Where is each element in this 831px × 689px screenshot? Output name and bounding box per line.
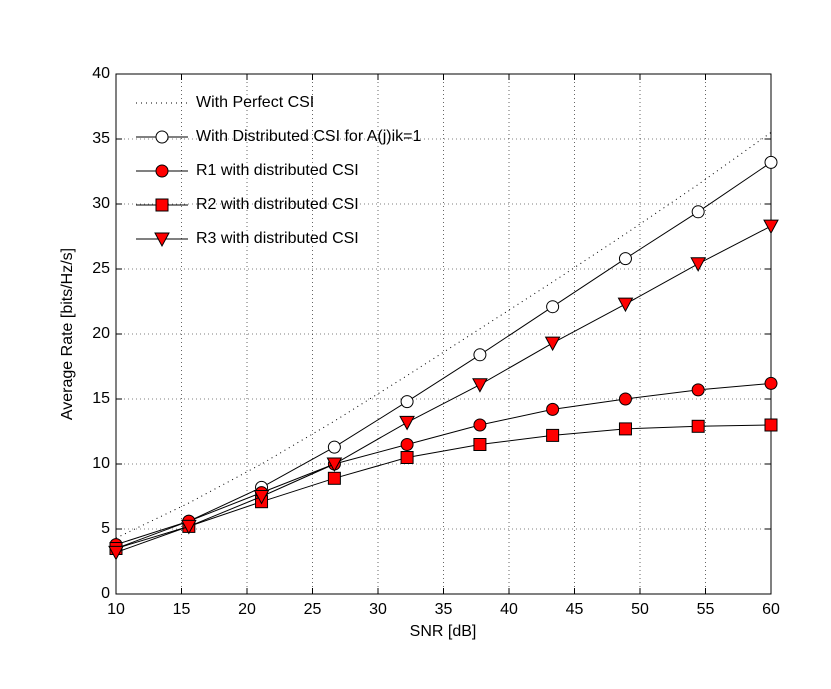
x-axis-label: SNR [dB] — [410, 623, 477, 640]
y-axis-label: Average Rate [bits/Hz/s] — [59, 248, 76, 420]
y-tick-label: 15 — [92, 390, 110, 407]
y-tick-label: 40 — [92, 65, 110, 82]
legend-label: R3 with distributed CSI — [196, 230, 359, 247]
marker — [764, 155, 778, 169]
marker — [473, 418, 487, 432]
x-tick-label: 60 — [762, 601, 780, 618]
x-tick-label: 20 — [238, 601, 256, 618]
marker — [691, 419, 705, 433]
legend-marker — [154, 232, 170, 248]
x-tick-label: 50 — [631, 601, 649, 618]
legend-marker — [155, 130, 169, 144]
marker — [546, 402, 560, 416]
series-line — [115, 424, 772, 549]
legend-marker — [155, 198, 169, 212]
legend-label: With Distributed CSI for A(j)ik=1 — [196, 128, 422, 145]
x-tick-label: 15 — [173, 601, 191, 618]
series-line — [115, 382, 772, 546]
series-line — [115, 225, 772, 553]
x-tick-label: 30 — [369, 601, 387, 618]
marker — [180, 519, 197, 535]
x-tick-label: 35 — [435, 601, 453, 618]
marker — [473, 438, 487, 451]
marker — [544, 336, 561, 352]
marker — [764, 376, 778, 390]
marker — [253, 490, 270, 505]
marker — [400, 395, 414, 409]
marker — [618, 252, 632, 266]
marker — [400, 438, 414, 451]
marker — [400, 451, 414, 464]
x-tick-label: 25 — [304, 601, 322, 618]
legend-label: R1 with distributed CSI — [196, 162, 359, 179]
x-tick-label: 55 — [697, 601, 715, 618]
legend-label: With Perfect CSI — [196, 94, 314, 111]
marker — [326, 457, 343, 473]
marker — [618, 392, 632, 406]
legend-marker — [155, 164, 169, 178]
marker — [617, 297, 634, 313]
marker — [473, 348, 487, 362]
marker — [399, 415, 415, 431]
x-tick-label: 40 — [500, 601, 518, 618]
marker — [763, 219, 779, 235]
y-tick-label: 30 — [92, 195, 110, 212]
y-tick-label: 35 — [92, 130, 110, 147]
plot-frame — [115, 73, 772, 595]
marker — [546, 300, 560, 314]
marker — [618, 422, 632, 436]
marker — [327, 471, 341, 485]
y-tick-label: 0 — [101, 585, 110, 602]
marker — [764, 418, 778, 432]
x-tick-label: 45 — [566, 601, 584, 618]
legend-label: R2 with distributed CSI — [196, 196, 359, 213]
series-line — [115, 161, 772, 549]
y-tick-label: 5 — [101, 520, 110, 537]
marker — [472, 378, 488, 393]
marker — [691, 383, 705, 397]
y-tick-label: 25 — [92, 260, 110, 277]
x-tick-label: 10 — [107, 601, 125, 618]
marker — [327, 440, 341, 454]
marker — [691, 205, 705, 219]
marker — [546, 428, 560, 442]
y-tick-label: 10 — [92, 455, 110, 472]
marker — [108, 545, 124, 561]
marker — [690, 257, 707, 272]
y-tick-label: 20 — [92, 325, 110, 342]
